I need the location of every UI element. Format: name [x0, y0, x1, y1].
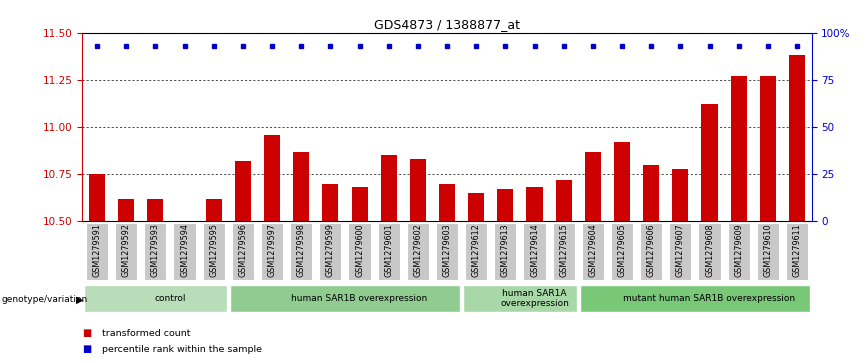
Bar: [585, 152, 601, 221]
Text: ■: ■: [82, 344, 92, 354]
Text: GSM1279606: GSM1279606: [647, 223, 655, 277]
Bar: [673, 168, 688, 221]
Bar: [84, 285, 227, 313]
Text: GSM1279604: GSM1279604: [589, 223, 597, 277]
Bar: [727, 223, 750, 280]
Bar: [407, 223, 429, 280]
Bar: [348, 223, 371, 280]
Text: human SAR1A
overexpression: human SAR1A overexpression: [500, 289, 569, 308]
Bar: [148, 199, 163, 221]
Bar: [640, 223, 662, 280]
Bar: [553, 223, 575, 280]
Bar: [202, 223, 225, 280]
Text: GSM1279597: GSM1279597: [267, 223, 277, 277]
Bar: [439, 184, 455, 221]
Bar: [235, 161, 251, 221]
Text: GSM1279598: GSM1279598: [297, 223, 306, 277]
Bar: [731, 76, 746, 221]
Text: GSM1279613: GSM1279613: [501, 223, 510, 277]
Text: GSM1279610: GSM1279610: [763, 223, 773, 277]
Bar: [699, 223, 720, 280]
Text: GSM1279615: GSM1279615: [559, 223, 569, 277]
Bar: [352, 187, 367, 221]
Bar: [789, 55, 805, 221]
Bar: [465, 223, 487, 280]
Text: GSM1279600: GSM1279600: [355, 223, 364, 277]
Text: GSM1279591: GSM1279591: [93, 223, 102, 277]
Bar: [580, 285, 810, 313]
Bar: [643, 165, 659, 221]
Text: GSM1279595: GSM1279595: [209, 223, 218, 277]
Bar: [527, 187, 542, 221]
Bar: [786, 223, 808, 280]
Text: genotype/variation: genotype/variation: [2, 295, 88, 304]
Text: GSM1279602: GSM1279602: [413, 223, 423, 277]
Bar: [410, 159, 426, 221]
Title: GDS4873 / 1388877_at: GDS4873 / 1388877_at: [374, 19, 520, 32]
Bar: [206, 199, 221, 221]
Text: GSM1279614: GSM1279614: [530, 223, 539, 277]
Text: GSM1279612: GSM1279612: [471, 223, 481, 277]
Text: GSM1279609: GSM1279609: [734, 223, 743, 277]
Bar: [497, 189, 513, 221]
Bar: [582, 223, 604, 280]
Bar: [290, 223, 312, 280]
Bar: [322, 184, 339, 221]
Bar: [701, 105, 718, 221]
Bar: [494, 223, 516, 280]
Bar: [230, 285, 460, 313]
Text: GSM1279592: GSM1279592: [122, 223, 131, 277]
Text: GSM1279607: GSM1279607: [676, 223, 685, 277]
Text: GSM1279605: GSM1279605: [617, 223, 627, 277]
Bar: [757, 223, 779, 280]
Bar: [523, 223, 546, 280]
Bar: [86, 223, 108, 280]
Text: percentile rank within the sample: percentile rank within the sample: [102, 345, 261, 354]
Text: human SAR1B overexpression: human SAR1B overexpression: [292, 294, 428, 303]
Bar: [614, 142, 630, 221]
Bar: [468, 193, 484, 221]
Bar: [556, 180, 572, 221]
Text: GSM1279599: GSM1279599: [326, 223, 335, 277]
Bar: [381, 155, 397, 221]
Bar: [115, 223, 137, 280]
Bar: [174, 223, 195, 280]
Text: control: control: [155, 294, 186, 303]
Text: ▶: ▶: [76, 294, 84, 305]
Bar: [89, 174, 105, 221]
Bar: [144, 223, 167, 280]
Bar: [436, 223, 458, 280]
Bar: [261, 223, 283, 280]
Bar: [463, 285, 577, 313]
Text: GSM1279603: GSM1279603: [443, 223, 451, 277]
Text: GSM1279601: GSM1279601: [385, 223, 393, 277]
Bar: [760, 76, 776, 221]
Text: transformed count: transformed count: [102, 329, 190, 338]
Bar: [264, 135, 280, 221]
Bar: [293, 152, 309, 221]
Bar: [118, 199, 135, 221]
Bar: [378, 223, 400, 280]
Bar: [669, 223, 692, 280]
Bar: [611, 223, 633, 280]
Bar: [232, 223, 254, 280]
Text: GSM1279594: GSM1279594: [180, 223, 189, 277]
Text: mutant human SAR1B overexpression: mutant human SAR1B overexpression: [623, 294, 796, 303]
Text: ■: ■: [82, 328, 92, 338]
Text: GSM1279596: GSM1279596: [239, 223, 247, 277]
Text: GSM1279608: GSM1279608: [705, 223, 714, 277]
Text: GSM1279593: GSM1279593: [151, 223, 160, 277]
Text: GSM1279611: GSM1279611: [792, 223, 801, 277]
Bar: [319, 223, 341, 280]
